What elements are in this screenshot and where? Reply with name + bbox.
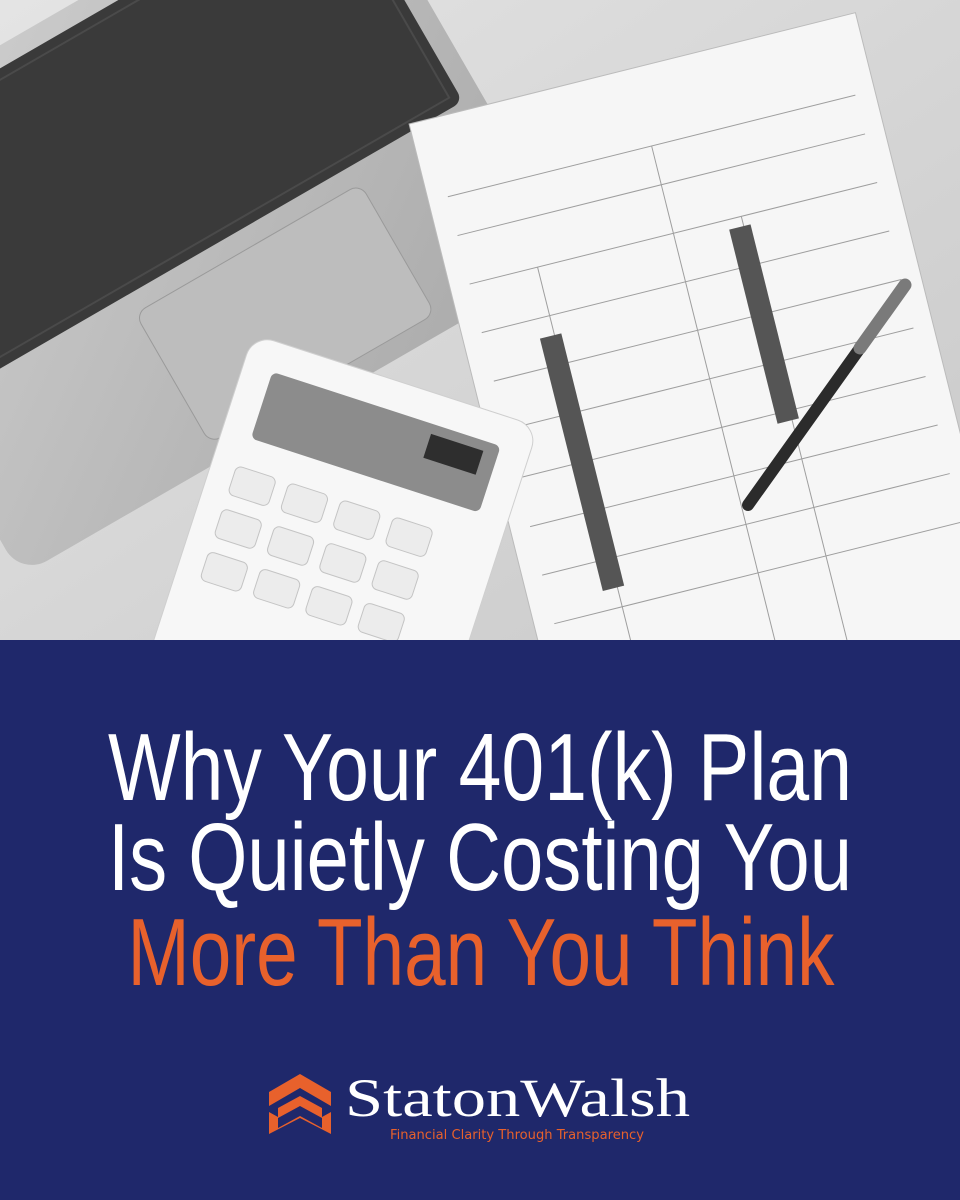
headline-line: Why Your 401(k) Plan: [108, 714, 852, 821]
brand-tagline: Financial Clarity Through Transparency: [390, 1127, 644, 1143]
headline-highlight: More Than You Think: [128, 899, 836, 1006]
brand-name: StatonWalsh: [345, 1068, 690, 1128]
headline-line: Is Quietly Costing You: [108, 804, 852, 911]
banner: [0, 640, 960, 1200]
logo-icon: [269, 1074, 331, 1134]
